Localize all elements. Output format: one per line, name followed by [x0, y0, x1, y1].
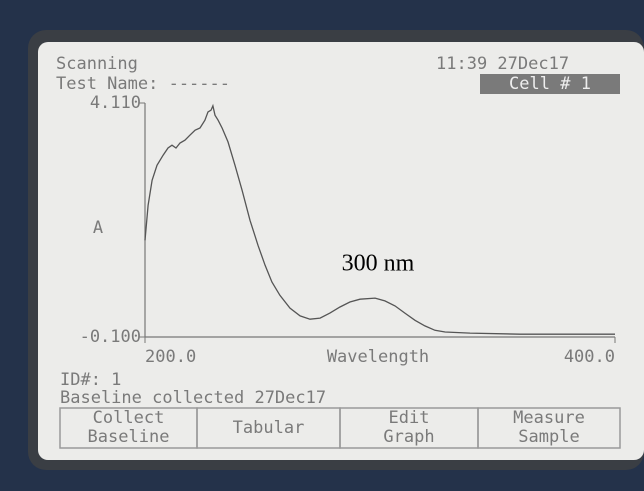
y-tick-label: -0.100: [80, 327, 141, 347]
baseline-note: Baseline collected 27Dec17: [60, 388, 326, 408]
clock: 11:39 27Dec17: [436, 54, 569, 74]
y-tick-label: 4.110: [90, 93, 141, 113]
annotation: 300 nm: [342, 251, 415, 277]
cell: Cell # 1: [509, 74, 591, 94]
test-name: Test Name: ------: [56, 74, 230, 94]
x-tick-label: 200.0: [145, 347, 196, 367]
soft-key-label: Collect: [93, 408, 165, 428]
soft-key-label: Baseline: [88, 427, 170, 447]
y-axis-label: A: [93, 218, 103, 238]
soft-key-label: Graph: [383, 427, 434, 447]
id: ID#: 1: [60, 370, 121, 390]
screen: Scanning Test Name: ------ 11:39 27Dec17…: [0, 0, 644, 491]
soft-key-label: Edit: [389, 408, 430, 428]
soft-key-label: Measure: [513, 408, 585, 428]
soft-key-label: Tabular: [233, 418, 305, 438]
x-tick-label: 400.0: [564, 347, 615, 367]
soft-key-label: Sample: [518, 427, 579, 447]
x-axis-label: Wavelength: [327, 347, 429, 367]
page: Scanning Test Name: ------ 11:39 27Dec17…: [0, 0, 644, 491]
status: Scanning: [56, 54, 138, 74]
